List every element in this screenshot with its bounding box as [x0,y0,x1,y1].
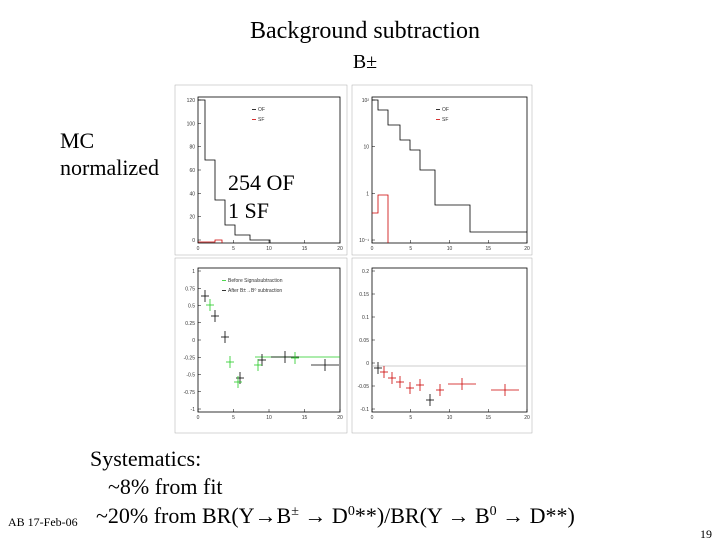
text-part: **)/BR(Y → B [355,503,490,528]
superscript: ± [291,504,299,519]
x-tick-label: 10 [447,246,453,252]
x-tick-label: 10 [266,246,272,252]
x-tick-label: 0 [371,246,374,252]
histogram [372,194,389,243]
x-tick-label: 15 [485,415,491,421]
footer-author-date: AB 17-Feb-06 [8,515,78,529]
text-part: → D**) [497,503,575,528]
y-tick-label: -0.25 [184,355,196,361]
x-tick-label: 20 [524,415,530,421]
x-tick-label: 20 [524,246,530,252]
y-tick-label: 0.75 [185,286,195,292]
legend-label: After B±→B⁰ subtraction [228,288,282,294]
x-tick-label: 0 [371,415,374,421]
systematics-heading: Systematics: [90,446,201,471]
histogram [198,239,223,243]
x-tick-label: 10 [266,415,272,421]
systematics-item: ~8% from fit [108,474,223,499]
superscript: 0 [348,504,355,519]
x-tick-label: 10 [447,415,453,421]
y-tick-label: 0 [192,238,195,244]
legend-label: SF [258,117,264,123]
plot-grid [174,84,533,434]
x-tick-label: 20 [337,415,343,421]
x-tick-label: 5 [409,415,412,421]
x-tick-label: 15 [485,246,491,252]
y-tick-label: 0.05 [359,338,369,344]
y-tick-label: 60 [189,168,195,174]
superscript: 0 [490,504,497,519]
histogram [372,99,527,233]
page-number: 19 [700,527,712,540]
count: 1 SF [228,198,269,223]
panel [174,257,348,434]
y-tick-label: -1 [191,407,196,413]
systematics-item: ~20% from BR(Y→B± → D0**)/BR(Y → B0 → D*… [96,503,575,528]
legend-label: Before Signalsubtraction [228,278,283,284]
y-tick-label: -0.1 [360,407,369,413]
y-tick-label: 0 [366,361,369,367]
y-tick-label: 1 [366,191,369,197]
y-tick-label: -0.05 [358,384,370,390]
y-tick-label: 10² [362,98,370,104]
x-tick-label: 5 [232,415,235,421]
y-tick-label: 40 [189,191,195,197]
x-tick-label: 0 [197,415,200,421]
y-tick-label: 80 [189,145,195,151]
x-tick-label: 0 [197,246,200,252]
subtitle: B± [353,51,377,73]
histogram [198,99,271,243]
x-tick-label: 15 [302,246,308,252]
text-part: ~20% from BR(Y→B [96,503,291,528]
y-tick-label: -0.5 [186,373,195,379]
x-tick-label: 15 [302,415,308,421]
panel [174,84,348,256]
legend-label: SF [442,117,448,123]
x-tick-label: 5 [232,246,235,252]
y-tick-label: 0 [192,338,195,344]
y-tick-label: 10 [363,145,369,151]
y-tick-label: 0.2 [362,269,369,275]
y-tick-label: 1 [192,269,195,275]
y-tick-label: 0.15 [359,292,369,298]
panel [351,257,533,434]
y-tick-label: 0.5 [188,304,195,310]
left-note: MC [60,128,94,153]
text-part: → D [299,503,348,528]
y-tick-label: 0.1 [362,315,369,321]
panel [351,84,533,256]
x-tick-label: 5 [409,246,412,252]
y-tick-label: 0.25 [185,321,195,327]
x-tick-label: 20 [337,246,343,252]
y-tick-label: 120 [187,98,196,104]
title: Background subtraction [250,18,480,44]
legend-label: OF [442,107,449,113]
y-tick-label: -0.75 [184,390,196,396]
y-tick-label: 20 [189,215,195,221]
legend-label: OF [258,107,265,113]
y-tick-label: 100 [187,121,196,127]
left-note: normalized [60,155,159,180]
count: 254 OF [228,170,295,195]
y-tick-label: 10⁻¹ [359,238,369,244]
